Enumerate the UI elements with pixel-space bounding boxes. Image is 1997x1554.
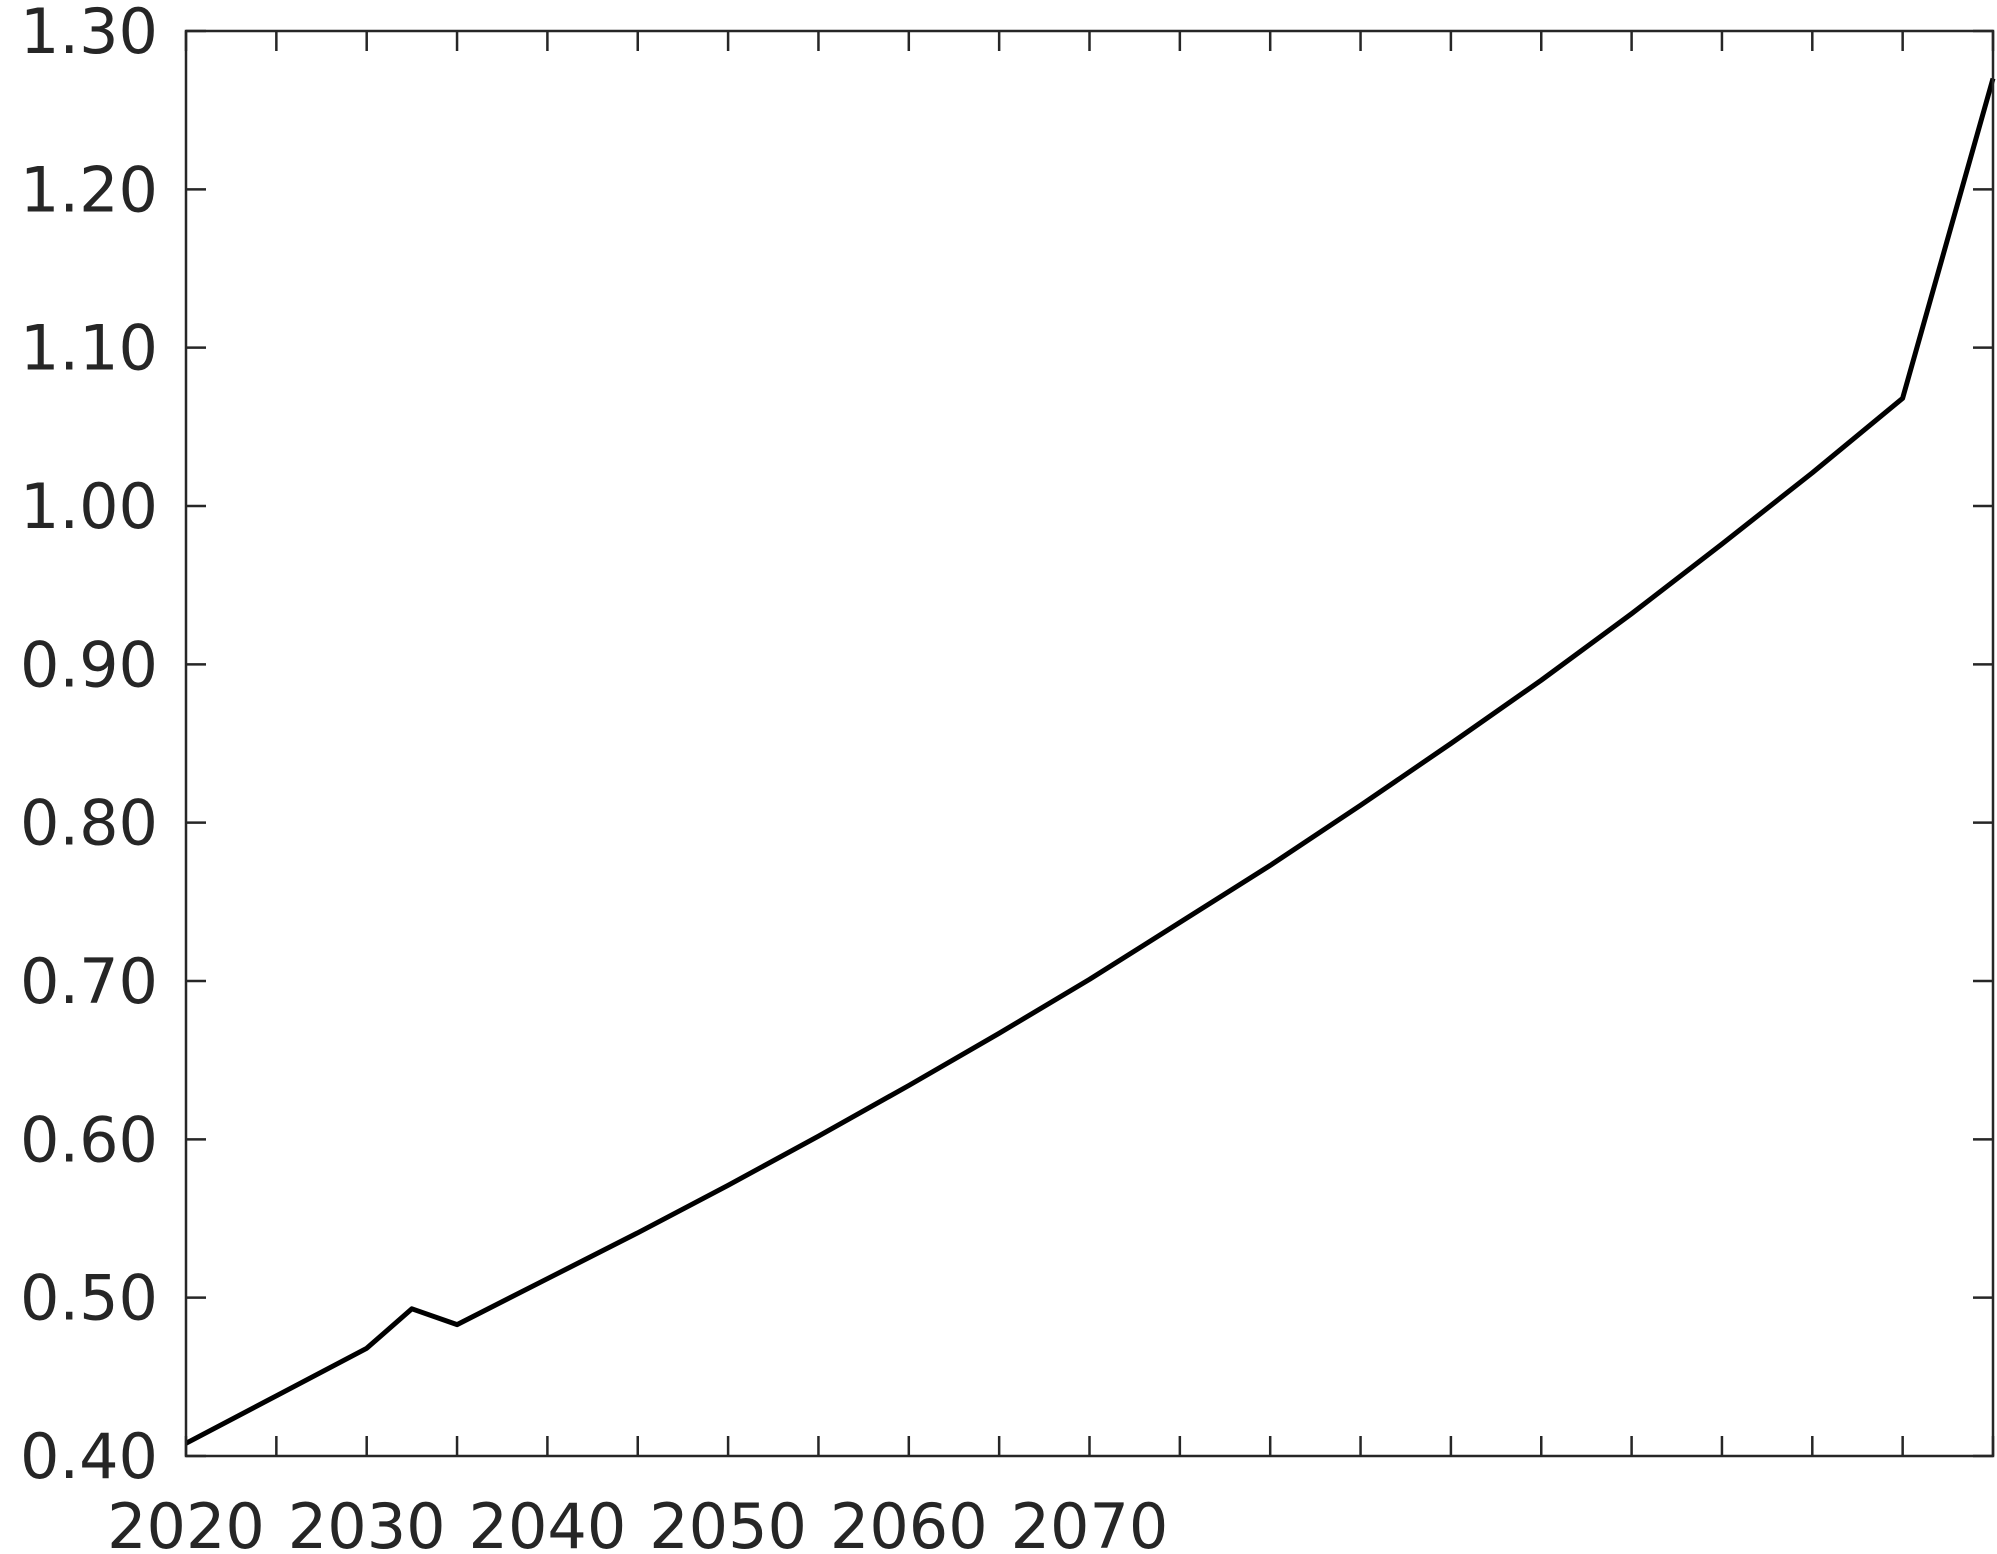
y-tick-label: 0.80 [20, 787, 158, 860]
axis-ticks [184, 29, 1995, 1458]
x-tick-label: 2070 [1011, 1490, 1169, 1554]
series-line [184, 77, 1996, 1446]
y-tick-label: 1.30 [20, 0, 158, 68]
y-tick-label: 0.90 [20, 628, 158, 701]
y-tick-label: 1.20 [20, 153, 158, 226]
x-tick-label: 2050 [649, 1490, 807, 1554]
plot-area-frame [184, 29, 1995, 1458]
x-tick-label: 2020 [107, 1490, 265, 1554]
y-tick-label: 0.60 [20, 1103, 158, 1176]
x-axis-tick-labels: 2020 2030 2040 2050 2060 2070 [107, 1490, 1168, 1554]
y-tick-label: 1.00 [20, 470, 158, 543]
y-tick-label: 0.50 [20, 1262, 158, 1335]
y-tick-label: 0.40 [20, 1420, 158, 1493]
x-tick-label: 2040 [469, 1490, 627, 1554]
y-tick-label: 0.70 [20, 945, 158, 1018]
y-tick-label: 1.10 [20, 312, 158, 385]
x-tick-label: 2060 [830, 1490, 988, 1554]
y-axis-tick-labels: 0.40 0.50 0.60 0.70 0.80 0.90 1.00 1.10 1.20 1.30 [20, 0, 158, 1493]
x-tick-label: 2030 [288, 1490, 446, 1554]
